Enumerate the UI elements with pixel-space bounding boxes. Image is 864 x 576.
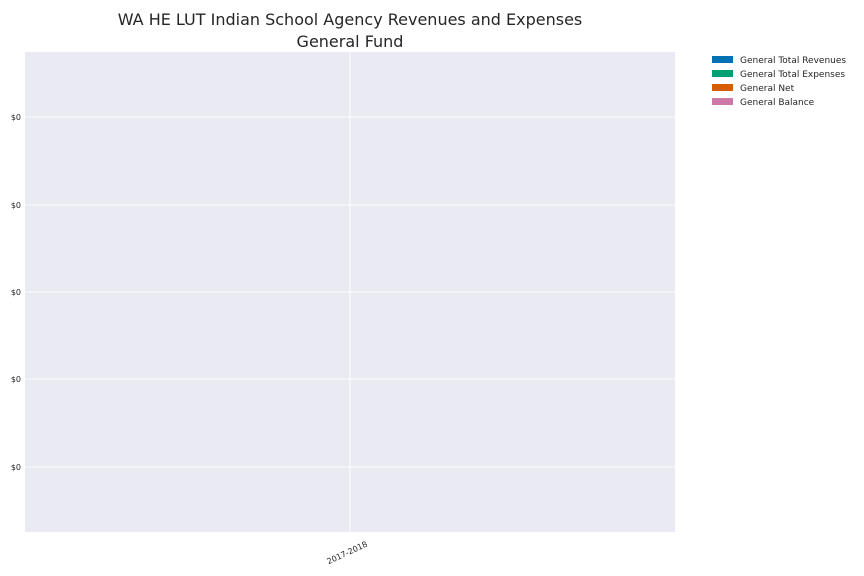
y-axis: $0 $0 $0 $0 $0 [11,113,21,472]
legend-swatch [712,56,733,63]
legend-label: General Total Expenses [740,70,845,80]
legend: General Total Revenues General Total Expe… [712,56,846,108]
grid-lines [25,52,675,532]
y-tick-label: $0 [11,288,21,297]
legend-swatch [712,70,733,77]
legend-swatch [712,98,733,105]
chart-title-line1: WA HE LUT Indian School Agency Revenues … [118,10,583,29]
legend-label: General Balance [740,98,815,108]
legend-label: General Total Revenues [740,56,846,66]
chart-title-line2: General Fund [297,32,404,51]
y-tick-label: $0 [11,463,21,472]
legend-label: General Net [740,84,795,94]
x-tick-label: 2017-2018 [326,540,369,567]
y-tick-label: $0 [11,113,21,122]
y-tick-label: $0 [11,375,21,384]
x-axis: 2017-2018 [326,540,369,567]
legend-swatch [712,84,733,91]
y-tick-label: $0 [11,201,21,210]
